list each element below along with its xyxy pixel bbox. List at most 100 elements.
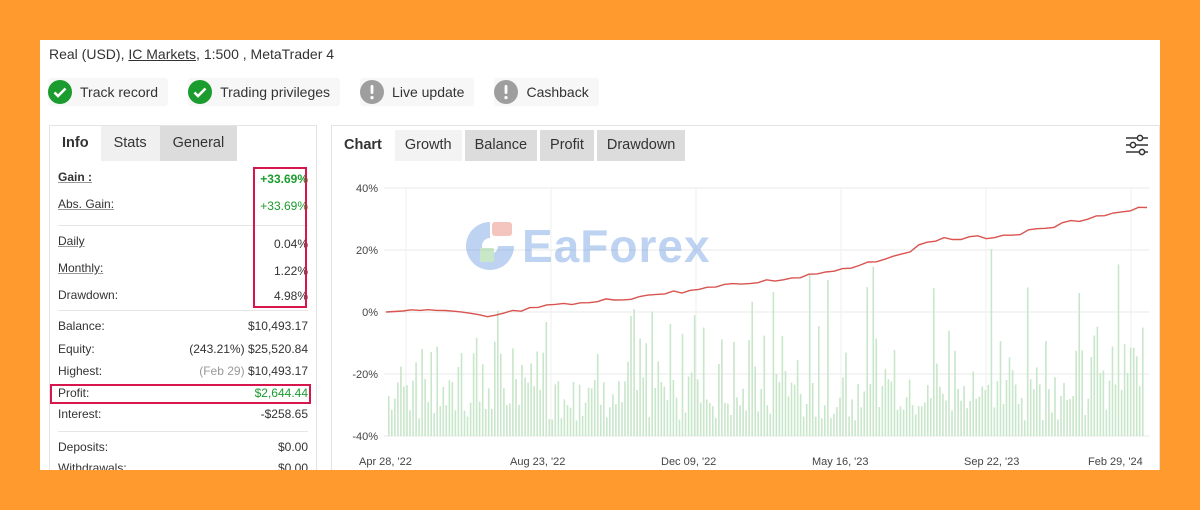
badge-live-update[interactable]: Live update — [360, 78, 475, 106]
stat-label[interactable]: Abs. Gain: — [58, 197, 115, 211]
chart-bar — [857, 384, 859, 436]
chart-bar — [563, 399, 566, 436]
chart-bar — [400, 366, 402, 436]
tab-profit[interactable]: Profit — [540, 130, 594, 161]
chart-bar — [539, 389, 541, 436]
stat-label[interactable]: Gain : — [58, 170, 93, 184]
chart-bar — [984, 390, 987, 436]
y-tick-label: -20% — [352, 369, 378, 381]
chart-tabs: Chart Growth Balance Profit Drawdown — [336, 130, 686, 161]
tab-balance[interactable]: Balance — [464, 130, 538, 161]
chart-bar — [775, 374, 778, 436]
chart-bar — [639, 338, 641, 436]
chart-bar — [436, 346, 438, 436]
chart-bar — [509, 403, 511, 436]
chart-bar — [802, 416, 805, 436]
broker-link[interactable]: IC Markets — [128, 46, 197, 62]
chart-bar — [1008, 357, 1011, 436]
chart-bar — [830, 418, 832, 436]
check-icon — [188, 80, 213, 104]
stat-label: Equity: — [58, 342, 95, 356]
settings-sliders-icon[interactable] — [1125, 134, 1149, 156]
chart-bar — [769, 413, 772, 436]
chart-bar — [945, 400, 947, 436]
chart-bar — [890, 381, 893, 436]
account-type: Real (USD), — [49, 46, 125, 62]
chart-bar — [827, 280, 829, 436]
tab-drawdown[interactable]: Drawdown — [596, 130, 686, 161]
chart-bar — [406, 385, 408, 436]
stat-label[interactable]: Monthly: — [58, 261, 104, 275]
stat-label[interactable]: Daily — [58, 234, 85, 248]
chart-bar — [433, 413, 435, 436]
chart-bar — [1045, 341, 1047, 436]
tab-general[interactable]: General — [159, 126, 238, 161]
chart-bar — [978, 396, 981, 436]
chart-bar — [445, 405, 448, 436]
highlight-box-profit — [50, 384, 311, 404]
chart-bar — [936, 363, 938, 436]
chart-bar — [666, 400, 669, 436]
chart-bar — [1051, 412, 1053, 436]
chart-bar — [742, 388, 744, 436]
chart-bar — [684, 412, 687, 436]
chart-bar — [724, 402, 726, 436]
chart-bar — [687, 376, 690, 436]
tab-stats[interactable]: Stats — [100, 126, 160, 161]
chart-panel: Chart Growth Balance Profit Drawdown 40%… — [331, 125, 1160, 470]
chart-bar — [587, 387, 590, 436]
chart-bar — [660, 382, 663, 436]
chart-bar — [1142, 327, 1144, 436]
chart-bar — [506, 405, 508, 436]
chart-bar — [527, 382, 529, 436]
chart-bar — [824, 405, 826, 436]
chart-bar — [1129, 347, 1132, 436]
chart-bar — [484, 409, 487, 436]
chart-bar — [388, 396, 390, 436]
chart-bar — [987, 384, 990, 436]
chart-bar — [933, 288, 935, 436]
badge-label: Trading privileges — [220, 84, 331, 100]
badge-row: Track record Trading privileges Live upd… — [48, 78, 599, 108]
chart-bar — [954, 350, 956, 436]
chart-bar — [811, 383, 814, 436]
chart-bar — [1117, 264, 1120, 436]
chart-bar — [590, 388, 593, 436]
stat-value: $0.00 — [277, 461, 308, 470]
chart-bar — [960, 400, 962, 436]
chart-bar — [633, 309, 635, 436]
chart-bar — [457, 367, 460, 436]
chart-bar — [1075, 350, 1077, 436]
chart-bar — [581, 415, 584, 436]
tab-chart[interactable]: Chart — [344, 137, 382, 153]
exclamation-icon — [494, 80, 519, 104]
chart-bar — [472, 353, 475, 436]
chart-bar — [836, 407, 838, 436]
badge-cashback[interactable]: Cashback — [494, 78, 599, 106]
equity-percent: (243.21%) — [189, 342, 245, 356]
chart-bar — [999, 341, 1002, 436]
chart-bar — [808, 274, 811, 436]
badge-label: Live update — [392, 84, 465, 100]
badge-track-record[interactable]: Track record — [48, 78, 169, 106]
chart-bar — [878, 407, 881, 436]
chart-bar — [630, 315, 632, 436]
chart-bar — [475, 337, 478, 436]
growth-series-line — [385, 206, 1148, 318]
chart-bar — [1011, 370, 1014, 436]
exclamation-icon — [360, 80, 385, 104]
chart-bar — [463, 410, 466, 436]
chart-bar — [1054, 377, 1056, 436]
chart-bar — [412, 380, 414, 436]
chart-bar — [669, 323, 672, 436]
badge-trading-privileges[interactable]: Trading privileges — [188, 78, 341, 106]
chart-bar — [766, 405, 769, 436]
chart-bar — [521, 364, 523, 436]
chart-bar — [460, 353, 463, 436]
chart-bar — [618, 381, 620, 436]
tab-info[interactable]: Info — [62, 135, 89, 151]
chart-bar — [930, 398, 932, 436]
chart-bar — [721, 339, 723, 436]
chart-bar — [491, 408, 493, 436]
tab-growth[interactable]: Growth — [394, 130, 462, 161]
